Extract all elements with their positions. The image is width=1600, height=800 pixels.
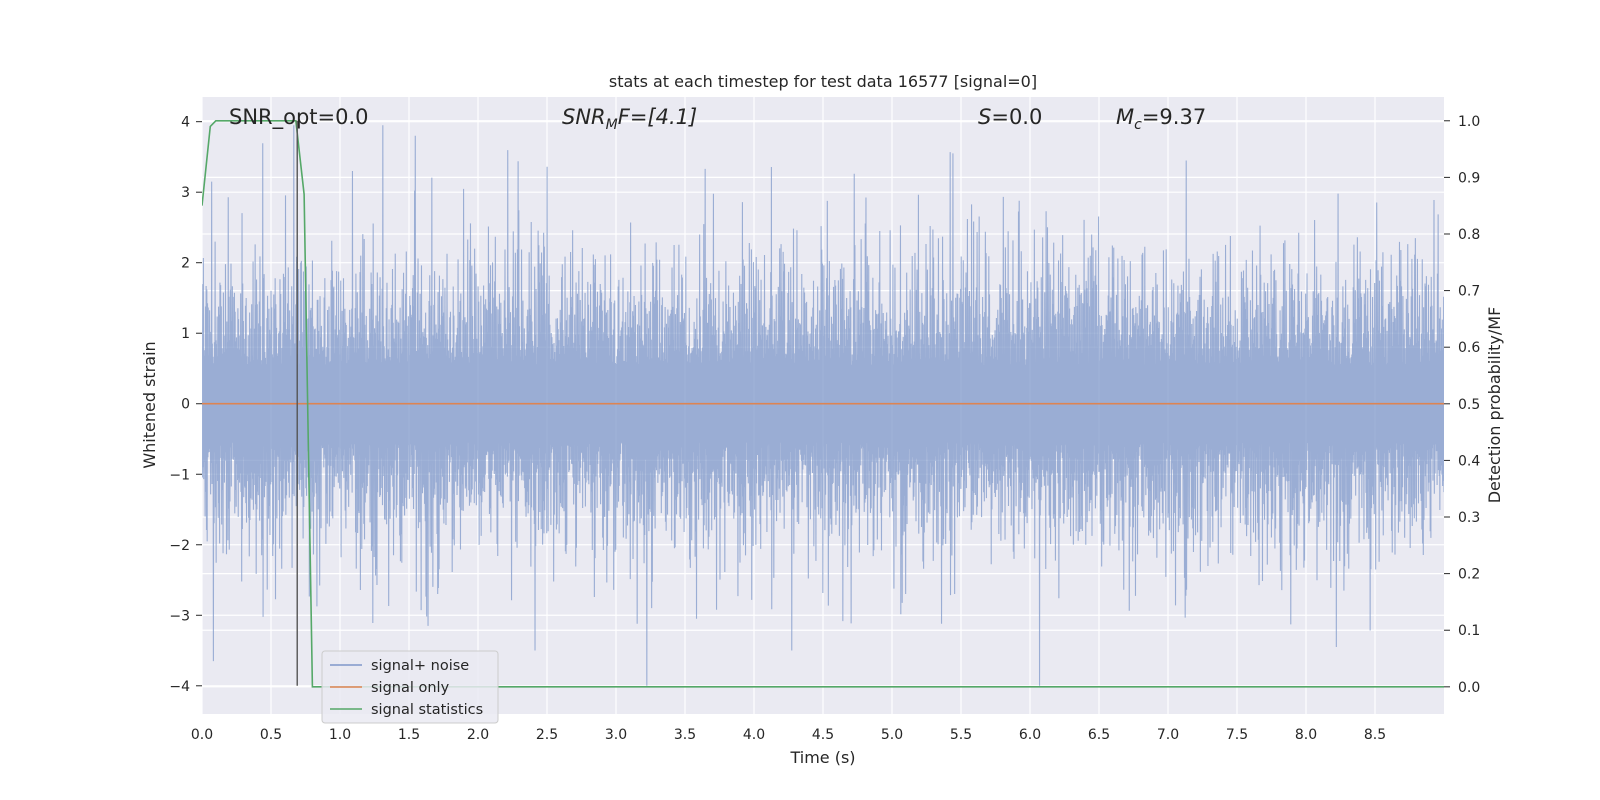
y-right-tick-label: 0.9	[1458, 170, 1480, 186]
x-tick-label: 0.5	[260, 727, 282, 743]
y-right-tick-label: 0.1	[1458, 623, 1480, 639]
y-right-tick-label: 0.8	[1458, 227, 1480, 243]
y-right-tick-label: 0.0	[1458, 680, 1480, 696]
y-right-tick-label: 0.6	[1458, 340, 1480, 356]
x-tick-label: 5.0	[881, 727, 903, 743]
x-tick-label: 1.0	[329, 727, 351, 743]
x-tick-label: 7.5	[1226, 727, 1248, 743]
annotation-mc: Mc=9.37	[1116, 105, 1206, 133]
legend-box	[321, 650, 499, 724]
y-axis-label: Whitened strain	[140, 341, 159, 468]
annotation-snr-mf: SNRMF=[4.1]	[562, 105, 697, 133]
x-tick-label: 6.5	[1088, 727, 1110, 743]
x-tick-label: 5.5	[950, 727, 972, 743]
x-tick-label: 2.5	[536, 727, 558, 743]
x-axis-label: Time (s)	[789, 748, 855, 767]
x-axis-ticks: 0.0 0.5 1.0 1.5 2.0 2.5 3.0 3.5 4.0 4.5 5.0 5.5 6.0 6…	[191, 727, 1386, 743]
y-tick-label: 2	[181, 256, 190, 272]
y-right-tick-label: 0.3	[1458, 510, 1480, 526]
y-axis-right-ticks: 1.0 0.9 0.8 0.7 0.6 0.5 0.4 0.3 0.2 0.1 0.0	[1444, 114, 1480, 696]
y-tick-label: −3	[169, 608, 190, 624]
x-tick-label: 4.5	[812, 727, 834, 743]
y-right-tick-label: 0.2	[1458, 567, 1480, 583]
y-tick-label: 0	[181, 397, 190, 413]
x-tick-label: 7.0	[1157, 727, 1179, 743]
y-axis-ticks: 4 3 2 1 0 −1 −2 −3 −4	[169, 115, 202, 695]
series-signal-noise	[202, 125, 1444, 686]
y-tick-label: −2	[169, 538, 190, 554]
x-tick-label: 1.5	[398, 727, 420, 743]
y-tick-label: −4	[169, 679, 190, 695]
x-tick-label: 4.0	[743, 727, 765, 743]
y-tick-label: 3	[181, 185, 190, 201]
line-signal-statistics	[202, 119, 1444, 688]
y-tick-label: −1	[169, 467, 190, 483]
series-signal-statistics	[202, 119, 1444, 688]
line-signal-noise	[202, 125, 1444, 686]
legend-label-signal-only: signal only	[371, 680, 450, 696]
y-right-tick-label: 0.7	[1458, 284, 1480, 300]
annotation-s: S=0.0	[978, 105, 1042, 129]
x-tick-label: 8.5	[1364, 727, 1386, 743]
y-right-tick-label: 0.4	[1458, 453, 1480, 469]
legend-label-signal-statistics: signal statistics	[371, 702, 483, 718]
chart-title: stats at each timestep for test data 165…	[609, 72, 1037, 91]
y-right-tick-label: 1.0	[1458, 114, 1480, 130]
legend-label-signal-noise: signal+ noise	[371, 658, 469, 674]
y-tick-label: 1	[181, 326, 190, 342]
y-right-tick-label: 0.5	[1458, 397, 1480, 413]
x-tick-label: 8.0	[1295, 727, 1317, 743]
x-tick-label: 3.0	[605, 727, 627, 743]
annotation-snr-opt: SNR_opt=0.0	[229, 105, 369, 130]
y-axis-right-label: Detection probability/MF	[1485, 307, 1504, 504]
x-tick-label: 2.0	[467, 727, 489, 743]
x-tick-label: 3.5	[674, 727, 696, 743]
x-tick-label: 6.0	[1019, 727, 1041, 743]
y-tick-label: 4	[181, 115, 190, 131]
x-tick-label: 0.0	[191, 727, 213, 743]
legend: signal+ noise signal only signal statist…	[321, 650, 499, 724]
